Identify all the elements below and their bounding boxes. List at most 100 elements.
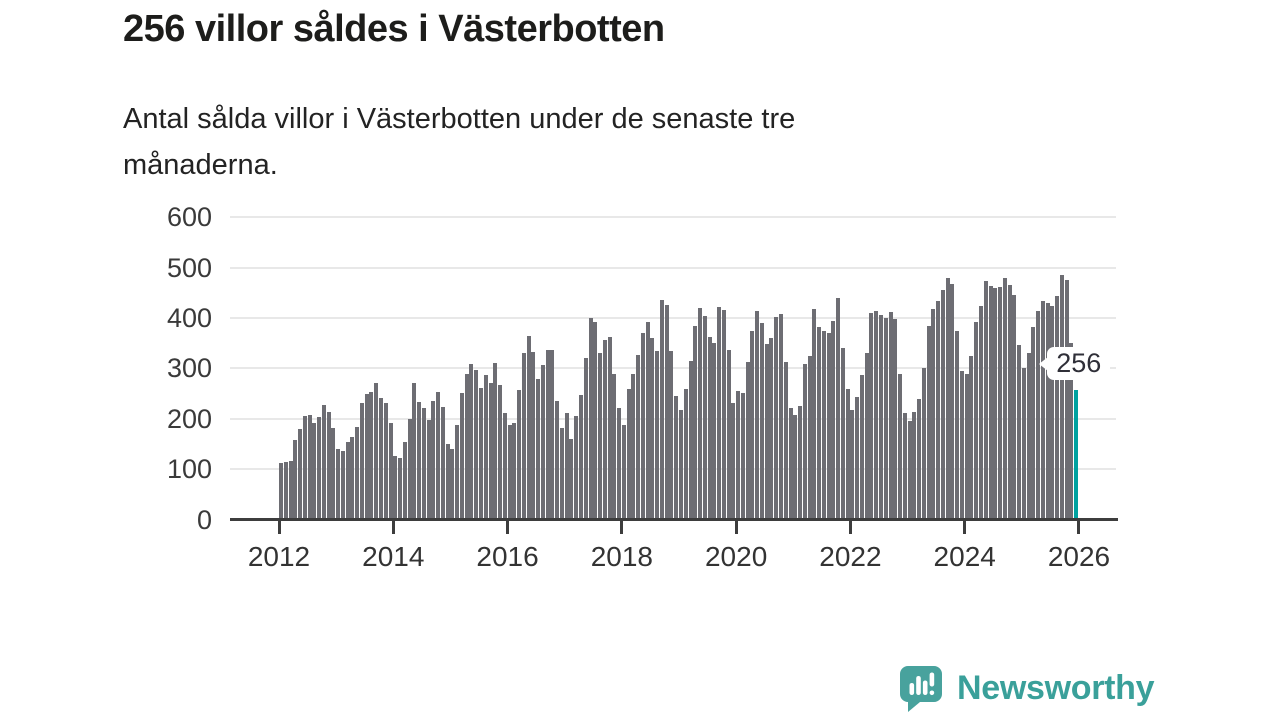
- bar: [788, 408, 793, 519]
- bar: [955, 331, 960, 519]
- bar: [359, 403, 364, 519]
- bar: [698, 307, 703, 519]
- bar: [531, 352, 536, 519]
- bar: [602, 340, 607, 519]
- bar: [574, 415, 579, 519]
- x-tick-label: 2016: [476, 541, 539, 572]
- bar: [464, 374, 469, 519]
- bar: [950, 283, 955, 519]
- bar: [993, 287, 998, 519]
- bar: [478, 387, 483, 519]
- bar: [1031, 327, 1036, 519]
- bar: [998, 286, 1003, 519]
- page-subtitle: Antal sålda villor i Västerbotten under …: [123, 103, 796, 181]
- x-tick: [734, 519, 738, 534]
- bar: [607, 336, 612, 519]
- y-tick-label: 100: [166, 454, 212, 485]
- bar: [702, 316, 707, 519]
- bar: [488, 382, 493, 519]
- bar: [507, 425, 512, 519]
- bar: [945, 277, 950, 519]
- gridline: [230, 316, 1116, 319]
- bar: [817, 327, 822, 519]
- bar: [1036, 311, 1041, 519]
- bar: [1021, 367, 1026, 519]
- bar: [498, 385, 503, 519]
- bar: [402, 442, 407, 519]
- bar: [855, 397, 860, 519]
- bar: [440, 407, 445, 519]
- y-tick-label: 200: [166, 403, 212, 434]
- bar: [1017, 345, 1022, 519]
- bar: [1069, 342, 1074, 519]
- bar: [640, 333, 645, 519]
- highlighted-bar: [1074, 389, 1079, 519]
- bar: [645, 322, 650, 519]
- y-tick-label: 400: [166, 302, 212, 333]
- bar: [778, 313, 783, 519]
- bar: [293, 439, 298, 519]
- bar: [731, 403, 736, 519]
- bar: [1012, 294, 1017, 519]
- bar: [726, 349, 731, 519]
- bar: [807, 356, 812, 519]
- bar: [888, 312, 893, 519]
- gridline: [230, 216, 1116, 219]
- bar: [931, 309, 936, 519]
- x-tick: [620, 519, 624, 534]
- x-tick-label: 2022: [819, 541, 882, 572]
- bar-chart: 0 100 200 300 400 500 600 2012 2014 2016 2018 2020…: [166, 202, 1118, 572]
- bar: [869, 313, 874, 519]
- x-axis-line: [230, 518, 1118, 521]
- bar: [969, 356, 974, 519]
- bar: [521, 352, 526, 519]
- x-tick: [506, 519, 510, 534]
- bar: [331, 428, 336, 519]
- bar: [417, 402, 422, 519]
- bar: [650, 338, 655, 519]
- bar: [1002, 278, 1007, 519]
- bar: [721, 309, 726, 519]
- bar: [350, 437, 355, 519]
- bar: [912, 411, 917, 519]
- y-tick-label: 500: [166, 252, 212, 283]
- bar: [364, 394, 369, 519]
- bar: [798, 405, 803, 519]
- bar: [750, 331, 755, 519]
- bar: [559, 427, 564, 519]
- bar: [1055, 295, 1060, 519]
- bar: [393, 456, 398, 519]
- x-tick: [963, 519, 967, 534]
- bar: [279, 463, 283, 519]
- bar: [512, 422, 517, 519]
- bar: [826, 332, 831, 519]
- bar: [736, 390, 741, 519]
- bar: [1050, 306, 1055, 519]
- y-tick-label: 300: [166, 353, 212, 384]
- bar: [1007, 284, 1012, 519]
- x-tick-label: 2020: [704, 541, 768, 572]
- bar: [545, 350, 550, 519]
- bar: [378, 398, 383, 519]
- bar: [893, 318, 898, 519]
- x-tick-label: 2024: [933, 541, 996, 572]
- bar: [921, 367, 926, 519]
- brand-name: Newsworthy: [957, 668, 1155, 707]
- y-tick-label: 0: [196, 504, 212, 535]
- bar: [340, 450, 345, 519]
- bar: [764, 344, 769, 519]
- bar: [426, 420, 431, 519]
- bar: [902, 413, 907, 519]
- bar: [569, 439, 574, 519]
- bar: [626, 389, 631, 519]
- bar: [940, 289, 945, 519]
- bar: [683, 389, 688, 519]
- bar: [964, 374, 969, 519]
- bar: [445, 444, 450, 519]
- bar: [583, 357, 588, 519]
- x-tick: [848, 519, 852, 534]
- bar: [526, 335, 531, 519]
- bar: [874, 311, 879, 519]
- bar: [707, 337, 712, 519]
- bar: [388, 423, 393, 519]
